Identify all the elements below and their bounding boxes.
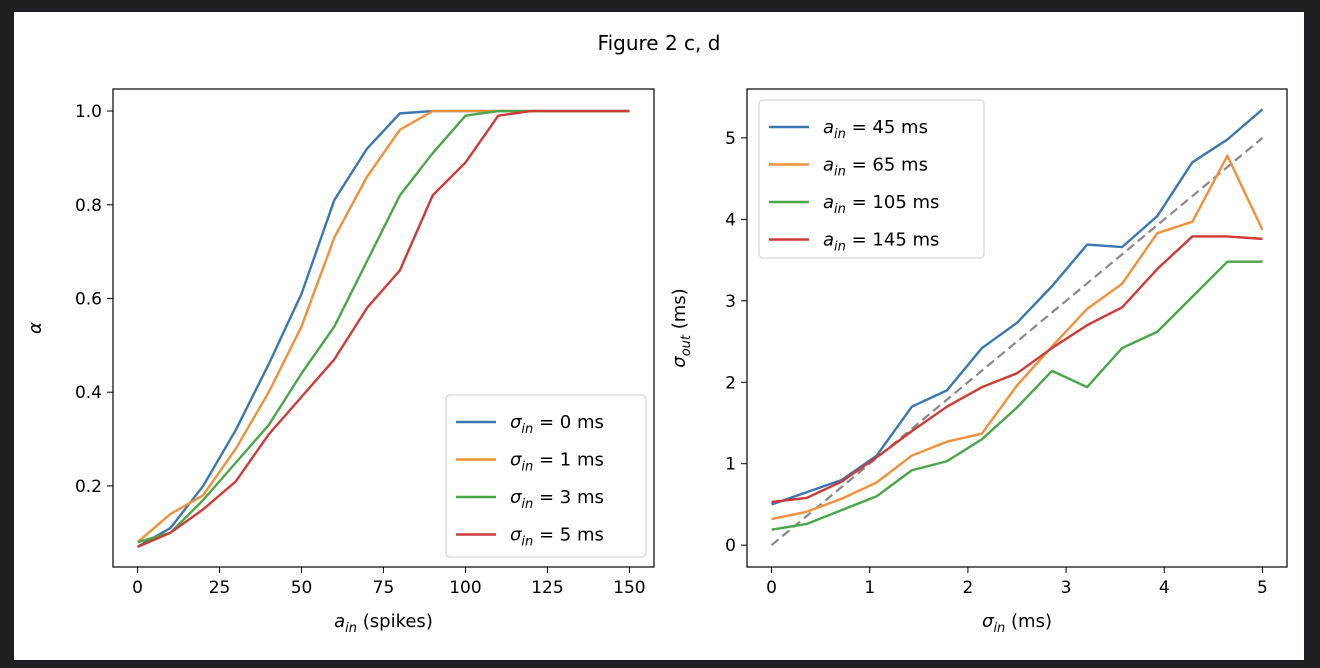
figure: Figure 2 c, d 0 25 50 75 100 125 150 0.2 0.4 0.6 0…: [14, 12, 1304, 660]
legend-entry-3: ain = 145 ms: [823, 230, 939, 255]
legend-box: [758, 99, 985, 259]
x-tick-label: 4: [1159, 578, 1170, 598]
x-tick-label: 5: [1257, 578, 1268, 598]
legend-entry-2: ain = 105 ms: [823, 192, 939, 217]
legend: ain = 45 ms ain = 65 ms ain = 105 ms ain = …: [758, 99, 985, 259]
legend-entry-0: ain = 45 ms: [823, 117, 928, 142]
legend-box: [445, 394, 647, 558]
y-tick-label: 0: [725, 536, 736, 556]
y-axis-label: σout (ms): [669, 288, 694, 367]
legend: σin = 0 ms σin = 1 ms σin = 3 ms σin = 5 ms: [445, 394, 647, 558]
y-tick-label: 4: [725, 210, 736, 230]
x-tick-label: 75: [373, 578, 395, 598]
legend-entry-0: σin = 0 ms: [510, 412, 604, 437]
x-tick-label: 25: [209, 578, 231, 598]
legend-entry-2: σin = 3 ms: [510, 487, 604, 512]
legend-entry-1: ain = 65 ms: [823, 155, 928, 180]
y-tick-label: 2: [725, 373, 736, 393]
series-line-3: [771, 235, 1263, 504]
x-tick-label: 50: [291, 578, 313, 598]
x-tick-label: 1: [864, 578, 875, 598]
legend-entry-3: σin = 5 ms: [510, 525, 604, 550]
y-tick-label: 5: [725, 129, 736, 149]
panel-c: 0 25 50 75 100 125 150 0.2 0.4 0.6 0.8 1.0 ain (spik…: [25, 88, 655, 636]
series-line-0: [771, 108, 1264, 506]
y-tick-label: 0.4: [75, 383, 102, 403]
y-tick-label: 3: [725, 292, 736, 312]
y-axis-label: α: [25, 322, 46, 334]
x-tick-label: 3: [1061, 578, 1072, 598]
y-tick-label: 0.8: [75, 196, 102, 216]
series-line-1: [771, 154, 1264, 521]
x-axis-label: σin (ms): [982, 611, 1052, 636]
y-tick-label: 0.2: [75, 477, 102, 497]
figure-svg: Figure 2 c, d 0 25 50 75 100 125 1500.20.40.60…: [25, 31, 1288, 636]
x-axis-label: ain (spikes): [334, 611, 433, 636]
x-tick-label: 150: [613, 578, 645, 598]
y-tick-label: 1.0: [75, 102, 102, 122]
panel-d: 0 1 2 3 4 5 0 1 2 3 4 5 σin (ms) σout (ms) ain = 45 ms…: [669, 88, 1288, 636]
figure-title: Figure 2 c, d: [598, 31, 721, 55]
series-line-3: [137, 109, 630, 548]
reference-line: [770, 137, 1264, 547]
axes-frame: [746, 88, 1288, 568]
legend-entry-1: σin = 1 ms: [510, 450, 604, 475]
x-tick-label: 0: [132, 578, 143, 598]
y-tick-label: 1: [725, 455, 736, 475]
x-tick-label: 0: [766, 578, 777, 598]
series-line-2: [771, 260, 1263, 531]
y-tick-label: 0.6: [75, 289, 102, 309]
x-tick-label: 2: [962, 578, 973, 598]
x-tick-label: 100: [449, 578, 481, 598]
x-tick-label: 125: [531, 578, 563, 598]
